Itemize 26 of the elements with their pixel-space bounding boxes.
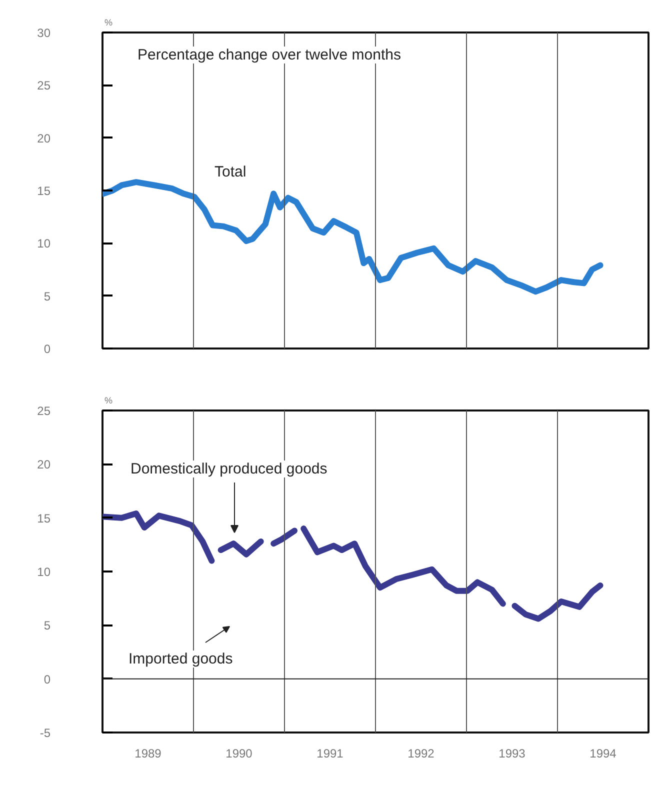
x-tick-label: 1991 <box>316 746 344 760</box>
annotation: Percentage change over twelve months <box>138 46 401 64</box>
series-label: Total <box>214 164 246 180</box>
y-tick-label: 20 <box>37 458 51 472</box>
y-tick-label: 5 <box>44 289 51 304</box>
y-tick-label: 0 <box>44 672 51 686</box>
y-tick-label: 0 <box>44 342 51 356</box>
x-tick-label: 1993 <box>498 746 526 760</box>
y-tick-label: 30 <box>37 26 51 40</box>
x-tick-label: 1992 <box>408 746 435 760</box>
y-axis-title: % <box>104 18 113 28</box>
annotation: Imported goods <box>128 650 233 668</box>
x-tick-label: 1994 <box>590 746 617 760</box>
x-tick-label: 1990 <box>226 746 253 760</box>
y-tick-label: 15 <box>37 511 51 526</box>
y-tick-label: 25 <box>37 404 51 418</box>
x-tick-label: 1989 <box>134 746 162 760</box>
y-tick-label: 5 <box>44 618 51 633</box>
y-tick-label: 20 <box>37 131 51 146</box>
y-tick-label: 10 <box>37 565 51 579</box>
y-tick-label: -5 <box>40 726 51 740</box>
y-tick-label: 15 <box>37 184 51 198</box>
y-axis-title: % <box>104 396 113 406</box>
y-tick-label: 10 <box>37 236 51 251</box>
y-tick-label: 25 <box>37 78 51 93</box>
text: Domestically produced goods <box>130 460 328 478</box>
